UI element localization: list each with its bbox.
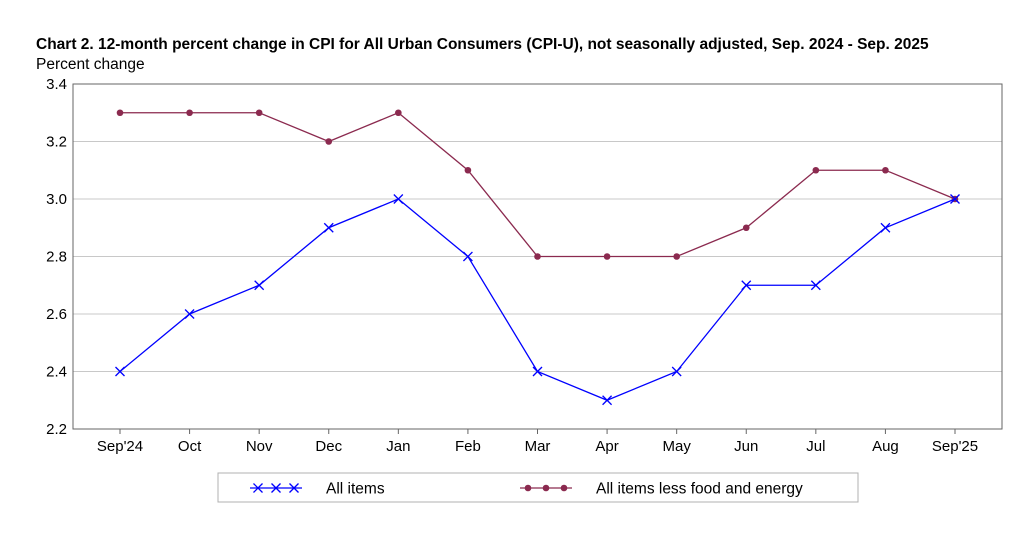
legend-item: All items [250, 481, 385, 498]
x-tick-label: Dec [315, 438, 342, 455]
y-tick-label: 3.0 [46, 191, 67, 208]
marker-stroke [950, 194, 960, 204]
data-point [323, 222, 334, 233]
data-point [741, 280, 752, 291]
marker-stroke [393, 194, 404, 204]
legend-marker [289, 483, 299, 493]
marker-stroke [671, 366, 682, 377]
legend: All items All items less food and energy [217, 472, 859, 503]
x-tick-label: Sep'25 [932, 438, 978, 455]
marker-stroke [323, 222, 334, 233]
y-tick-label: 2.8 [46, 249, 67, 266]
legend-marker [524, 484, 532, 492]
data-point [393, 194, 404, 204]
x-tick-label: Jul [806, 438, 825, 455]
data-point [532, 366, 543, 377]
data-point [671, 366, 682, 377]
legend-items: All items All items less food and energy [250, 481, 803, 498]
data-point [603, 253, 611, 260]
marker-stroke [462, 251, 473, 262]
marker-stroke [880, 222, 891, 233]
marker-stroke [741, 280, 752, 291]
legend-label: All items [326, 481, 385, 498]
legend-marker [271, 483, 281, 493]
legend-marker [542, 484, 550, 492]
x-tick-label: May [662, 438, 691, 455]
marker-stroke [532, 366, 543, 377]
x-tick-label: Nov [246, 438, 273, 455]
data-point [255, 109, 263, 117]
data-point [534, 253, 541, 260]
x-tick-label: Jun [734, 438, 758, 455]
axis-layer: 2.2 2.4 2.6 2.8 3.0 3.2 3.4 Sep'24 Oct Nov Dec Jan F… [46, 76, 978, 455]
data-point [602, 395, 613, 406]
data-point [673, 253, 680, 260]
legend-marker [253, 483, 263, 493]
data-point [880, 222, 891, 233]
marker-stroke [602, 395, 613, 406]
legend-label: All items less food and energy [596, 481, 803, 498]
marker-stroke [115, 366, 125, 377]
x-tick-label: Jan [386, 438, 410, 455]
series-core [116, 109, 959, 260]
data-point [115, 366, 125, 377]
x-tick-label: Aug [872, 438, 899, 455]
series-line [120, 112, 956, 258]
marker-stroke [253, 483, 263, 493]
series-line [119, 198, 956, 401]
y-axis-label: Percent change [36, 56, 145, 73]
series-all-items [115, 194, 960, 406]
series-layer [115, 109, 960, 406]
data-point [882, 166, 889, 174]
marker-stroke [289, 483, 299, 493]
x-tick-label: Mar [525, 438, 551, 455]
data-point [254, 280, 265, 291]
x-tick-label: Sep'24 [97, 438, 143, 455]
marker-stroke [271, 483, 281, 493]
marker-stroke [810, 280, 821, 291]
x-tick-label: Feb [455, 438, 481, 455]
marker-stroke [184, 309, 195, 319]
y-tick-label: 2.6 [46, 306, 67, 323]
y-tick-label: 3.4 [46, 76, 67, 93]
data-point [464, 166, 472, 174]
data-point [186, 109, 193, 117]
data-point [325, 138, 333, 145]
legend-marker [560, 484, 568, 492]
data-point [950, 194, 960, 204]
data-point [462, 251, 473, 262]
data-point [812, 166, 820, 174]
y-tick-label: 2.4 [46, 364, 67, 381]
data-point [395, 109, 402, 117]
x-tick-label: Apr [595, 438, 618, 455]
data-point [810, 280, 821, 291]
data-point [742, 224, 750, 232]
chart-title: Chart 2. 12-month percent change in CPI … [36, 36, 929, 53]
x-tick-label: Oct [178, 438, 202, 455]
y-tick-label: 2.2 [46, 421, 67, 438]
y-tick-label: 3.2 [46, 134, 67, 151]
data-point [116, 109, 124, 117]
data-point [184, 309, 195, 319]
legend-item: All items less food and energy [520, 481, 803, 498]
marker-stroke [254, 280, 265, 291]
